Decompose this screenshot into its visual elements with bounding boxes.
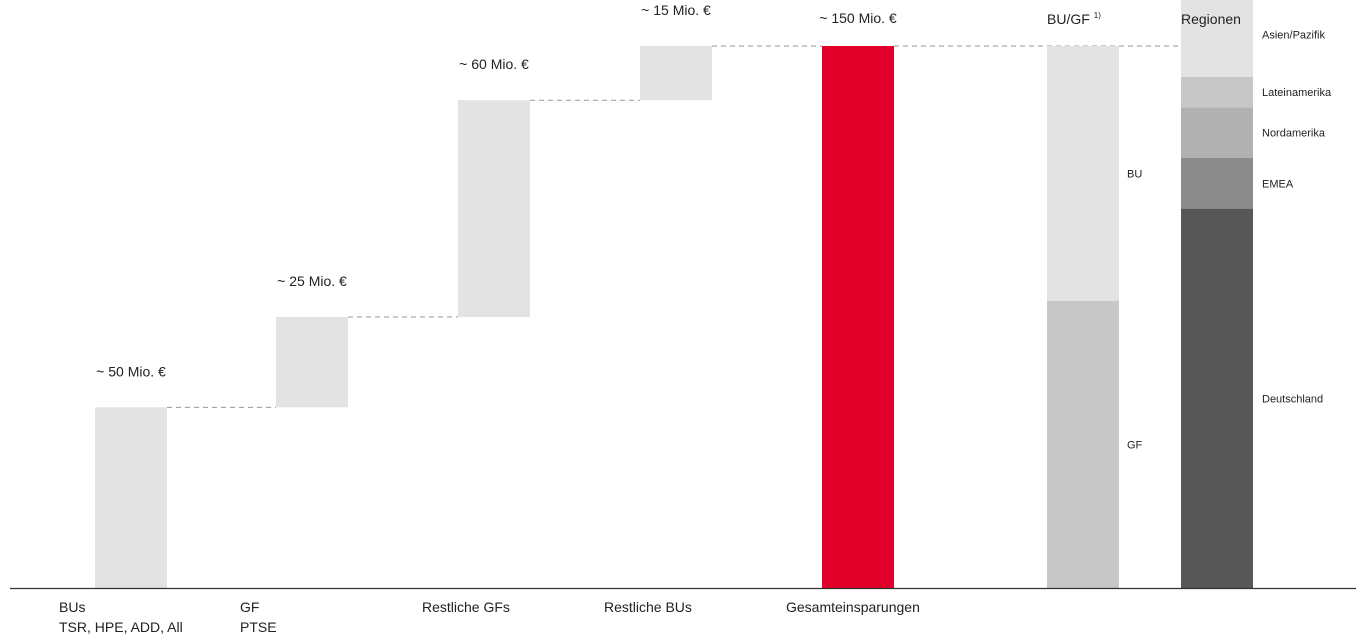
step-bar-1: [276, 317, 348, 408]
value-label-0: ~ 50 Mio. €: [96, 363, 166, 379]
step-bar-0: [95, 407, 167, 588]
breakdown-1-segment-1: [1181, 158, 1253, 209]
step-bar-3: [640, 46, 712, 101]
breakdown-1-segment-4: [1181, 0, 1253, 77]
value-label-3: ~ 15 Mio. €: [641, 2, 711, 18]
category-label-2: Restliche GFs: [422, 599, 510, 615]
total-bar: [822, 46, 894, 588]
breakdown-0-segment-label-0: GF: [1127, 439, 1143, 451]
category-label-0: BUs: [59, 599, 85, 615]
category-sublabel-0: TSR, HPE, ADD, All: [59, 619, 183, 635]
total-category-label: Gesamteinsparungen: [786, 599, 920, 615]
breakdown-1-segment-label-3: Lateinamerika: [1262, 87, 1332, 99]
breakdown-title-1: Regionen: [1181, 11, 1241, 27]
breakdown-0-segment-1: [1047, 46, 1119, 301]
breakdown-1-segment-label-1: EMEA: [1262, 178, 1294, 190]
breakdown-1-segment-label-0: Deutschland: [1262, 393, 1323, 405]
breakdown-0-segment-0: [1047, 300, 1119, 588]
labels: ~ 50 Mio. € BUs TSR, HPE, ADD, All ~ 25 Mio…: [59, 2, 1332, 635]
category-sublabel-1: PTSE: [240, 619, 277, 635]
breakdown-title-0: BU/GF 1): [1047, 11, 1101, 27]
step-bar-2: [458, 100, 530, 317]
breakdown-0-segment-label-1: BU: [1127, 168, 1142, 180]
value-label-1: ~ 25 Mio. €: [277, 273, 347, 289]
breakdown-1-segment-3: [1181, 76, 1253, 108]
breakdown-footnote-0: 1): [1094, 11, 1101, 20]
breakdown-1-segment-label-2: Nordamerika: [1262, 128, 1326, 140]
bars: [95, 0, 1253, 588]
category-label-3: Restliche BUs: [604, 599, 692, 615]
category-label-1: GF: [240, 599, 259, 615]
breakdown-1-segment-label-4: Asien/Pazifik: [1262, 29, 1325, 41]
total-value-label: ~ 150 Mio. €: [819, 10, 897, 26]
value-label-2: ~ 60 Mio. €: [459, 56, 529, 72]
breakdown-1-segment-0: [1181, 208, 1253, 588]
connector-lines: [167, 45, 1181, 408]
breakdown-1-segment-2: [1181, 107, 1253, 159]
